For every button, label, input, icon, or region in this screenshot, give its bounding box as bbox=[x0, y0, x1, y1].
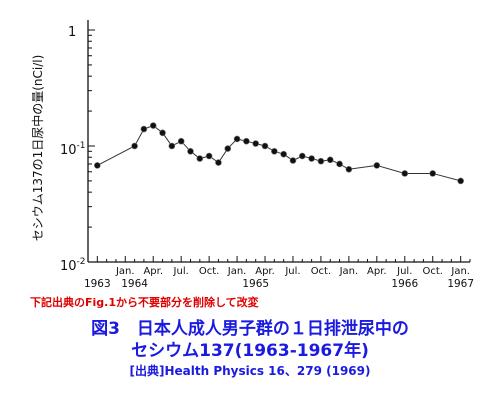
data-point bbox=[373, 162, 381, 169]
data-point bbox=[205, 152, 213, 160]
data-point bbox=[177, 137, 185, 145]
data-point bbox=[187, 148, 194, 155]
data-point bbox=[457, 177, 464, 185]
data-point bbox=[168, 142, 176, 150]
data-point bbox=[280, 150, 287, 158]
figure-title-line-1: 図3 日本人成人男子群の１日排泄尿中の bbox=[91, 319, 409, 339]
x-year-label: 1966 bbox=[391, 278, 418, 290]
source-citation: [出典]Health Physics 16、279 (1969) bbox=[129, 364, 371, 378]
y-tick-10-1: 10-1 bbox=[60, 141, 86, 158]
data-point bbox=[131, 142, 138, 150]
y-tick-1: 1 bbox=[68, 25, 76, 40]
x-month-label: Oct. bbox=[199, 266, 219, 277]
data-point bbox=[336, 160, 343, 168]
data-point bbox=[261, 142, 269, 150]
data-point bbox=[94, 162, 101, 169]
data-point bbox=[252, 140, 260, 147]
y-tick-10-2: 10-2 bbox=[60, 257, 86, 274]
data-point bbox=[345, 165, 353, 173]
data-point bbox=[224, 145, 232, 152]
x-month-label: Jul. bbox=[173, 266, 189, 277]
data-point bbox=[326, 156, 334, 164]
x-year-label: 1963 bbox=[84, 278, 111, 290]
modification-note: 下記出典のFig.1から不要部分を削除して改変 bbox=[30, 296, 259, 309]
data-point bbox=[429, 170, 437, 177]
x-month-label: Jan. bbox=[339, 266, 359, 277]
data-point bbox=[289, 157, 297, 164]
data-point bbox=[401, 170, 409, 177]
data-point bbox=[271, 148, 278, 155]
x-month-label: Oct. bbox=[311, 266, 331, 277]
data-point bbox=[233, 135, 241, 143]
data-point bbox=[317, 157, 325, 165]
x-month-label: Oct. bbox=[422, 266, 442, 277]
data-point bbox=[243, 137, 250, 145]
figure-title-line-2: セシウム137(1963-1967年) bbox=[131, 341, 369, 361]
data-point bbox=[215, 159, 222, 166]
x-month-label: Jan. bbox=[450, 266, 470, 277]
x-month-label: Jan. bbox=[115, 266, 135, 277]
x-month-label: Jul. bbox=[396, 266, 412, 277]
x-year-label: 1964 bbox=[121, 278, 148, 290]
data-point bbox=[149, 122, 157, 129]
y-axis-title: セシウム137の1日尿中の量(nCi/l) bbox=[30, 55, 45, 242]
chart: セシウム137の1日尿中の量(nCi/l) 1 10-1 10-2 Jan. Ap… bbox=[30, 20, 474, 290]
data-point bbox=[196, 155, 204, 162]
x-month-label: Apr. bbox=[143, 266, 163, 277]
x-year-label: 1967 bbox=[447, 278, 474, 290]
data-point bbox=[308, 155, 315, 162]
x-month-label: Apr. bbox=[367, 266, 387, 277]
data-point bbox=[140, 125, 148, 133]
data-point bbox=[159, 129, 166, 137]
x-month-label: Jul. bbox=[284, 266, 300, 277]
data-point bbox=[298, 152, 306, 160]
x-month-label: Jan. bbox=[227, 266, 247, 277]
x-year-label: 1965 bbox=[242, 278, 269, 290]
x-month-label: Apr. bbox=[255, 266, 275, 277]
